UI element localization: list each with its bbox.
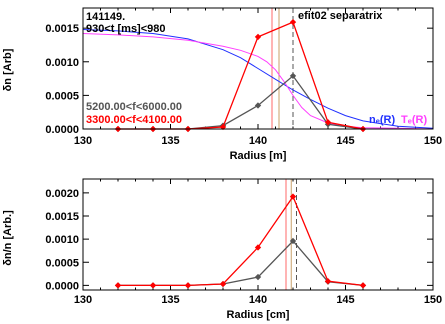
separatrix-label: efit02 separatrix	[298, 10, 383, 22]
top-xtick-label: 140	[249, 135, 267, 147]
bottom-series-line-0	[118, 195, 364, 287]
top-series-1-point	[289, 72, 297, 80]
top-ylabel: δn [Arb]	[2, 48, 14, 91]
te-label: Tₑ(R)	[401, 114, 427, 126]
top-xlabel: Radius [m]	[230, 150, 287, 162]
bottom-plot-frame	[82, 178, 434, 291]
bottom-series-0-point	[254, 244, 262, 251]
bottom-ytick-label: 0.0015	[45, 211, 79, 223]
shot-number: 141149.	[86, 11, 125, 23]
top-profile-ne	[82, 29, 434, 129]
time-window: 930<t [ms]<980	[86, 23, 166, 35]
top-ytick-label: 0.0015	[45, 23, 79, 35]
bottom-series-0-point	[114, 282, 122, 289]
bottom-series-0-point	[184, 282, 192, 289]
top-xtick-label: 150	[424, 135, 442, 147]
top-series-0-point	[289, 18, 297, 26]
bottom-ticks: 130 135 140 145 150 0.0000 0.0005 0.0010 0.0015 0…	[45, 179, 442, 306]
bottom-series-0-point	[359, 282, 367, 289]
bottom-xtick-label: 145	[336, 294, 354, 306]
bottom-ytick-label: 0.0010	[45, 234, 79, 246]
top-ytick-label: 0.0000	[45, 124, 79, 136]
top-xtick-label: 130	[74, 135, 92, 147]
bottom-xtick-label: 140	[249, 294, 267, 306]
top-series-0-point	[324, 119, 332, 126]
bottom-ytick-label: 0.0005	[45, 257, 79, 269]
top-series-0-point	[254, 33, 262, 41]
bottom-series-1-point	[254, 273, 262, 281]
bottom-series	[114, 193, 367, 289]
top-panel: δn [Arb] 130 135 140 145 150 0.0000 0.0005 0.00…	[2, 7, 442, 162]
bottom-series-0-point	[149, 282, 157, 289]
top-series-0-point	[219, 123, 227, 131]
top-xtick-label: 145	[336, 135, 354, 147]
bottom-ytick-label: 0.0000	[45, 280, 79, 292]
top-ytick-label: 0.0005	[45, 90, 79, 102]
bottom-xtick-label: 150	[424, 294, 442, 306]
freq-band-gray-label: 5200.00<f<6000.00	[86, 101, 182, 113]
top-ticks: 130 135 140 145 150 0.0000 0.0005 0.0010 0.0015	[45, 8, 442, 147]
bottom-series-1-point	[289, 237, 297, 245]
ne-label: nₑ(R)	[369, 114, 395, 126]
top-ytick-label: 0.0010	[45, 57, 79, 69]
bottom-ylabel: δn/n [Arb.]	[2, 210, 14, 266]
top-series-1-point	[254, 102, 262, 109]
bottom-xtick-label: 130	[74, 294, 92, 306]
bottom-series-0-point	[324, 278, 332, 285]
bottom-series-0-point	[219, 280, 227, 288]
top-plot-frame	[82, 7, 434, 130]
bottom-xtick-label: 135	[161, 294, 179, 306]
top-xtick-label: 135	[161, 135, 179, 147]
bottom-panel: δn/n [Arb.] 130 135 140 145 150 0.0000 0.0005 0…	[2, 178, 442, 321]
bottom-series-line-1	[118, 240, 364, 287]
bottom-ytick-label: 0.0020	[45, 188, 79, 200]
bottom-series-0-point	[289, 193, 297, 200]
freq-band-red-label: 3300.00<f<4100.00	[86, 114, 182, 126]
bottom-xlabel: Radius [cm]	[227, 309, 290, 321]
